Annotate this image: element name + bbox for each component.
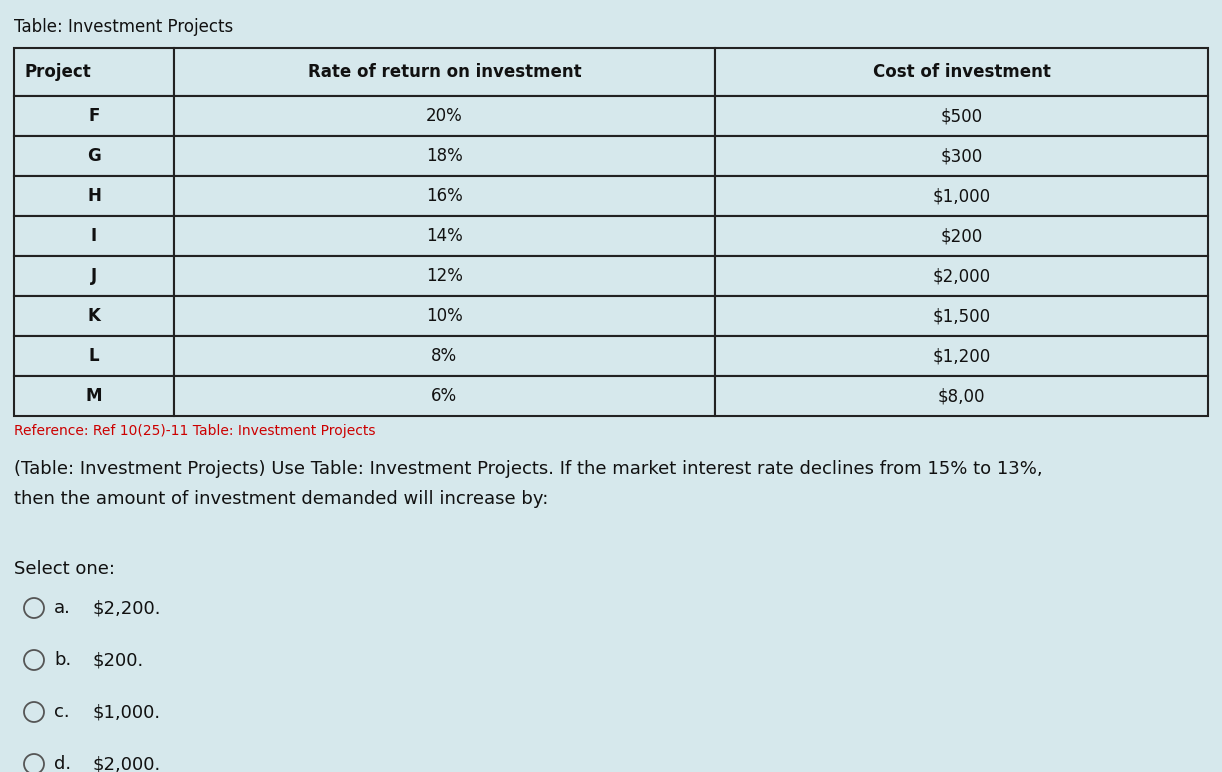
Bar [174, 376, 715, 416]
Bar [13, 48, 174, 96]
Text: 12%: 12% [426, 267, 463, 285]
Text: Table: Investment Projects: Table: Investment Projects [13, 18, 233, 36]
Text: (Table: Investment Projects) Use Table: Investment Projects. If the market inter: (Table: Investment Projects) Use Table: … [13, 460, 1042, 478]
Bar [715, 256, 1209, 296]
Bar [174, 176, 715, 216]
Text: $500: $500 [941, 107, 982, 125]
Text: K: K [88, 307, 100, 325]
Bar [13, 96, 174, 136]
Text: 16%: 16% [426, 187, 463, 205]
Bar [715, 296, 1209, 336]
Text: 18%: 18% [426, 147, 463, 165]
Text: 8%: 8% [431, 347, 457, 365]
Bar [13, 376, 174, 416]
Bar [715, 136, 1209, 176]
Text: M: M [86, 387, 103, 405]
Text: d.: d. [54, 755, 71, 772]
Text: Rate of return on investment: Rate of return on investment [308, 63, 582, 81]
Bar [174, 336, 715, 376]
Text: F: F [88, 107, 100, 125]
Bar [174, 48, 715, 96]
Bar [174, 216, 715, 256]
Text: $1,200: $1,200 [932, 347, 991, 365]
Bar [715, 176, 1209, 216]
Text: H: H [87, 187, 101, 205]
Text: L: L [89, 347, 99, 365]
Text: J: J [90, 267, 97, 285]
Text: 10%: 10% [426, 307, 463, 325]
Text: G: G [87, 147, 101, 165]
Bar [174, 96, 715, 136]
Text: 14%: 14% [426, 227, 463, 245]
Bar [715, 376, 1209, 416]
Bar [174, 256, 715, 296]
Bar [715, 216, 1209, 256]
Bar [174, 136, 715, 176]
Text: $1,500: $1,500 [932, 307, 991, 325]
Text: $1,000.: $1,000. [92, 703, 160, 721]
Text: $2,000.: $2,000. [92, 755, 160, 772]
Text: $8,00: $8,00 [937, 387, 985, 405]
Bar [174, 296, 715, 336]
Bar [715, 96, 1209, 136]
Bar [13, 216, 174, 256]
Text: $200: $200 [940, 227, 982, 245]
Text: $2,000: $2,000 [932, 267, 991, 285]
Bar [715, 336, 1209, 376]
Bar [715, 48, 1209, 96]
Bar [13, 296, 174, 336]
Text: c.: c. [54, 703, 70, 721]
Text: Reference: Ref 10(25)-11 Table: Investment Projects: Reference: Ref 10(25)-11 Table: Investme… [13, 424, 375, 438]
Text: then the amount of investment demanded will increase by:: then the amount of investment demanded w… [13, 490, 549, 508]
Text: $1,000: $1,000 [932, 187, 991, 205]
Text: Cost of investment: Cost of investment [873, 63, 1051, 81]
Text: Select one:: Select one: [13, 560, 115, 578]
Text: $300: $300 [940, 147, 982, 165]
Text: Project: Project [24, 63, 90, 81]
Text: b.: b. [54, 651, 71, 669]
Bar [13, 136, 174, 176]
Text: a.: a. [54, 599, 71, 617]
Text: I: I [90, 227, 97, 245]
Bar [13, 336, 174, 376]
Text: $2,200.: $2,200. [92, 599, 160, 617]
Bar [13, 256, 174, 296]
Text: $200.: $200. [92, 651, 143, 669]
Text: 6%: 6% [431, 387, 457, 405]
Bar [13, 176, 174, 216]
Text: 20%: 20% [426, 107, 463, 125]
